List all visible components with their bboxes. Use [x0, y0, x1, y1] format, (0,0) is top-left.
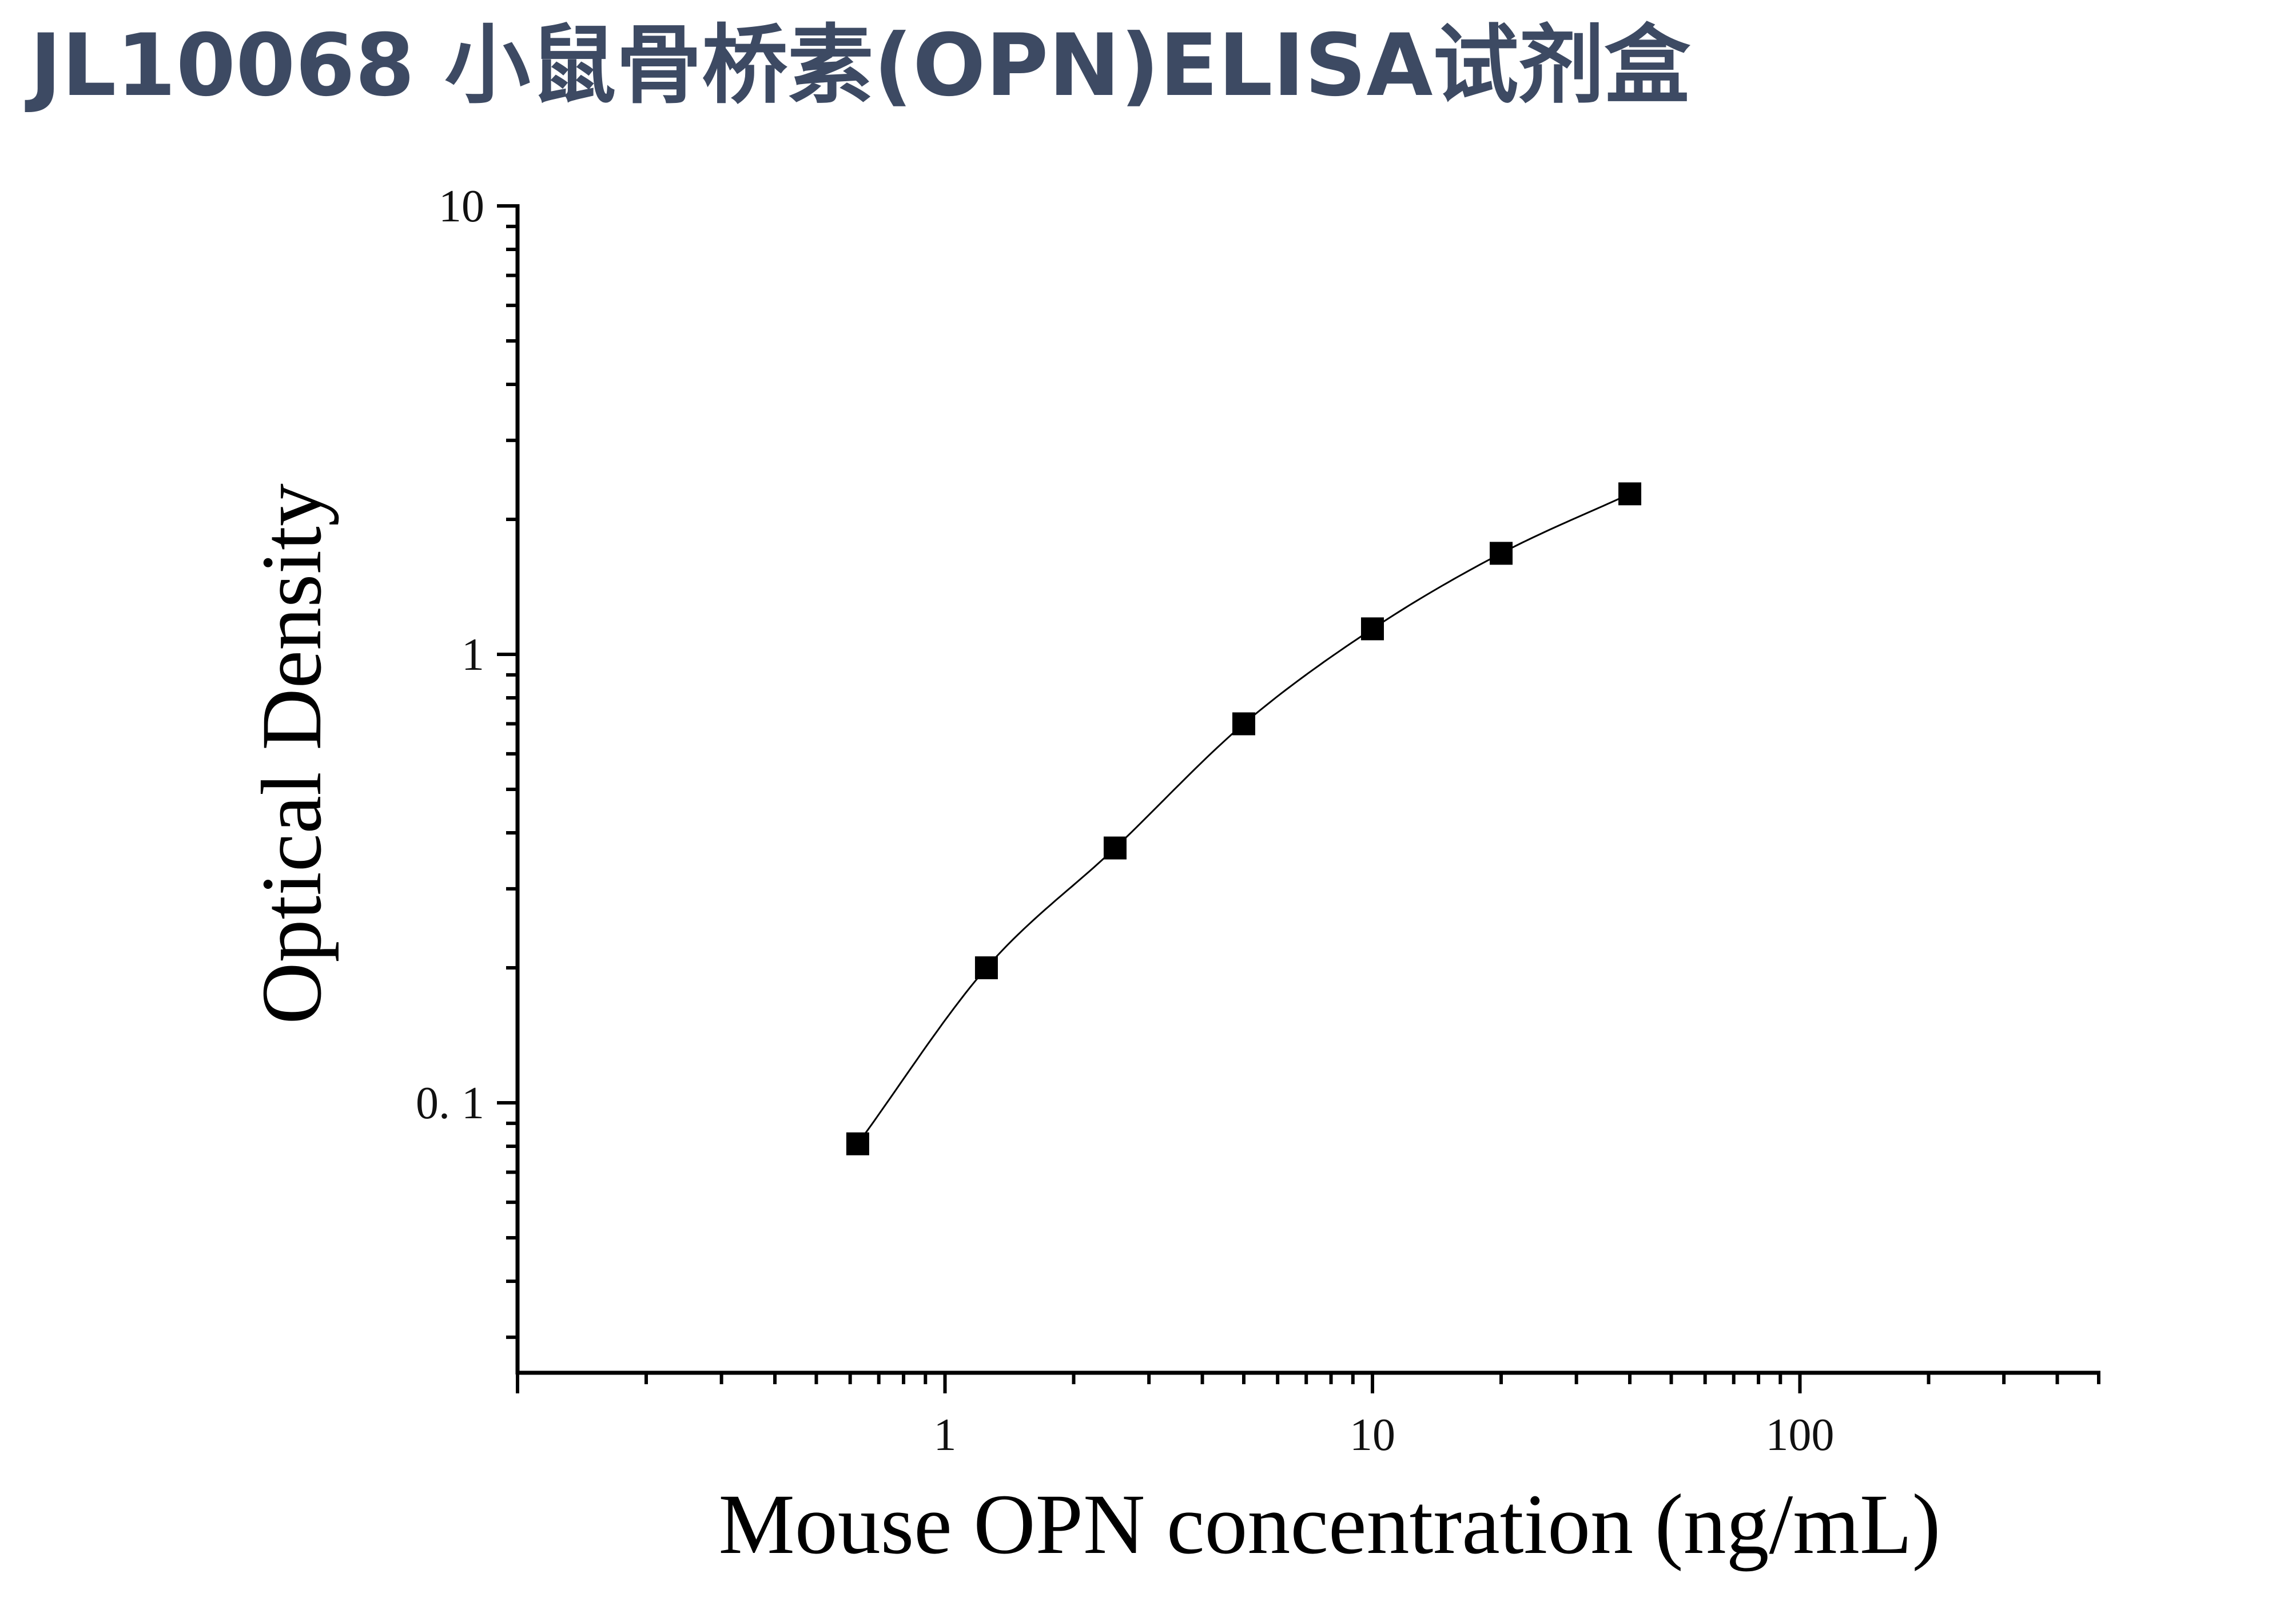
data-point: [1618, 482, 1642, 506]
x-tick-label: 1: [934, 1410, 957, 1460]
x-axis-title: Mouse OPN concentration (ng/mL): [718, 1477, 1940, 1572]
data-point: [1490, 542, 1513, 565]
x-tick-labels: 1 10 100: [934, 1410, 1835, 1460]
y-tick-label: 1: [461, 630, 484, 680]
x-major-ticks: [516, 1373, 1802, 1393]
x-tick-label: 100: [1766, 1410, 1835, 1460]
data-point: [1361, 617, 1384, 641]
y-tick-label: 0. 1: [416, 1078, 484, 1129]
y-tick-label: 10: [439, 181, 484, 232]
y-major-ticks: [497, 204, 518, 1105]
data-point: [1103, 836, 1127, 860]
y-tick-labels: 0. 1 1 10: [416, 181, 484, 1129]
page-title: JL10068 小鼠骨桥素(OPN)ELISA试剂盒: [30, 16, 1690, 116]
y-axis-title: Optical Density: [244, 483, 339, 1024]
data-point: [974, 956, 998, 979]
data-point: [846, 1132, 869, 1155]
data-markers: [846, 482, 1642, 1155]
data-point: [1232, 712, 1255, 736]
x-tick-label: 10: [1350, 1410, 1395, 1460]
fit-curve: [857, 493, 1630, 1145]
